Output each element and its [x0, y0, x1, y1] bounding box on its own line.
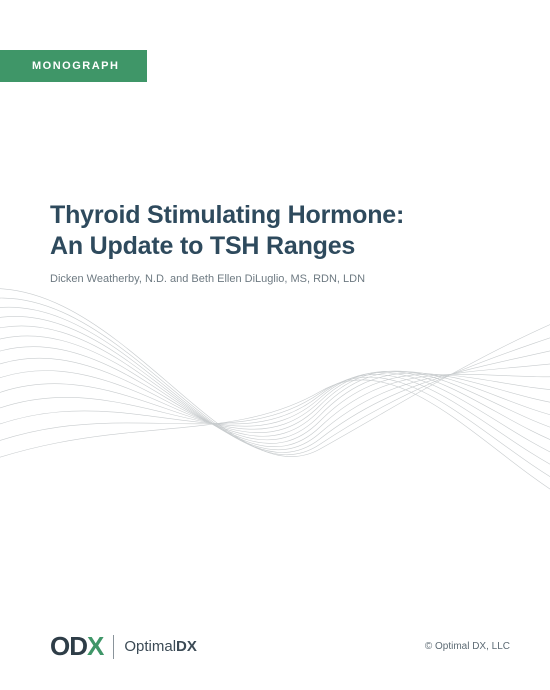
logo-wordmark: OptimalDX: [124, 638, 197, 655]
brand-logo: ODX OptimalDX: [50, 631, 197, 662]
logo-wordmark-suffix: DX: [176, 638, 197, 655]
page-title: Thyroid Stimulating Hormone: An Update t…: [50, 200, 510, 263]
logo-wordmark-prefix: Optimal: [124, 638, 176, 655]
authors-line: Dicken Weatherby, N.D. and Beth Ellen Di…: [50, 273, 510, 285]
copyright-text: © Optimal DX, LLC: [425, 641, 510, 652]
title-block: Thyroid Stimulating Hormone: An Update t…: [50, 200, 510, 285]
wave-graphic: [0, 260, 550, 600]
category-badge: MONOGRAPH: [0, 50, 147, 82]
footer: ODX OptimalDX © Optimal DX, LLC: [50, 631, 510, 662]
logo-mark: ODX: [50, 631, 103, 662]
title-line-2: An Update to TSH Ranges: [50, 232, 355, 260]
logo-mark-main: OD: [50, 631, 87, 662]
logo-separator: [113, 635, 114, 659]
title-line-1: Thyroid Stimulating Hormone:: [50, 201, 404, 229]
logo-mark-accent: X: [87, 631, 103, 662]
